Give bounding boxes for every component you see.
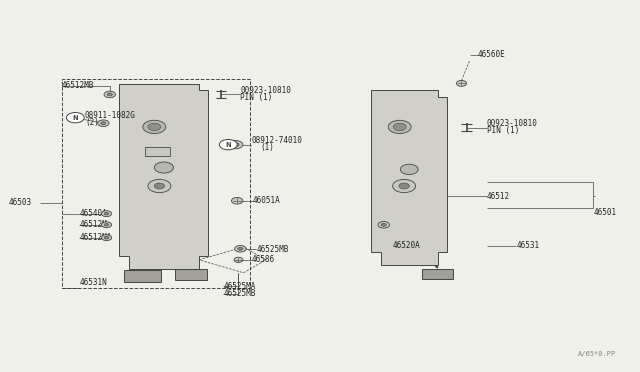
Text: (1): (1): [260, 144, 274, 153]
Circle shape: [388, 120, 411, 134]
Text: PIN (1): PIN (1): [487, 126, 519, 135]
Text: 46525MB: 46525MB: [223, 289, 255, 298]
Circle shape: [233, 143, 239, 147]
Text: 46531: 46531: [516, 241, 540, 250]
Polygon shape: [371, 90, 447, 265]
Circle shape: [229, 141, 243, 149]
Text: 46512: 46512: [487, 192, 510, 201]
Circle shape: [100, 122, 106, 125]
Circle shape: [238, 247, 243, 250]
Circle shape: [235, 246, 246, 252]
Bar: [145, 147, 170, 157]
Text: 46512M: 46512M: [79, 220, 107, 229]
Text: 46512MB: 46512MB: [62, 81, 94, 90]
Text: 08912-74010: 08912-74010: [251, 137, 302, 145]
Circle shape: [234, 257, 243, 262]
Circle shape: [154, 183, 164, 189]
Circle shape: [67, 112, 84, 123]
Text: 46560E: 46560E: [478, 51, 506, 60]
Circle shape: [104, 91, 115, 98]
Polygon shape: [119, 84, 209, 269]
Text: PIN (1): PIN (1): [241, 93, 273, 102]
Circle shape: [394, 123, 406, 131]
Bar: [175, 269, 207, 280]
Circle shape: [101, 222, 111, 228]
Circle shape: [104, 212, 109, 215]
Text: 08911-1082G: 08911-1082G: [84, 110, 135, 120]
Text: 00923-10810: 00923-10810: [487, 119, 538, 128]
Bar: [124, 270, 161, 282]
Text: N: N: [72, 115, 78, 121]
Bar: [422, 269, 452, 279]
Circle shape: [148, 123, 161, 131]
Text: 46531N: 46531N: [79, 278, 107, 287]
Bar: [62, 79, 250, 288]
Text: 46512MA: 46512MA: [79, 233, 111, 242]
Text: 46525MA: 46525MA: [223, 282, 255, 291]
Circle shape: [400, 164, 418, 174]
Circle shape: [456, 80, 467, 86]
Text: N: N: [225, 142, 231, 148]
Text: 46501: 46501: [594, 208, 617, 217]
Circle shape: [399, 183, 409, 189]
Text: 46051A: 46051A: [253, 196, 281, 205]
Circle shape: [101, 235, 111, 241]
Text: 46503: 46503: [9, 198, 32, 207]
Text: 46520A: 46520A: [393, 241, 420, 250]
Circle shape: [143, 120, 166, 134]
Text: 46586: 46586: [252, 255, 275, 264]
Circle shape: [104, 236, 109, 239]
Circle shape: [232, 198, 243, 204]
Circle shape: [220, 140, 237, 150]
Circle shape: [378, 221, 390, 228]
Circle shape: [381, 223, 387, 226]
Text: 46540A: 46540A: [79, 209, 107, 218]
Circle shape: [393, 179, 415, 193]
Text: 46525MB: 46525MB: [256, 245, 289, 254]
Circle shape: [107, 93, 112, 96]
Text: 00923-10810: 00923-10810: [241, 86, 291, 95]
Circle shape: [154, 162, 173, 173]
Text: (2): (2): [86, 118, 99, 127]
Circle shape: [101, 211, 111, 217]
Circle shape: [104, 224, 109, 226]
Text: A/65*0.PP: A/65*0.PP: [578, 351, 616, 357]
Circle shape: [148, 179, 171, 193]
Circle shape: [98, 120, 109, 126]
